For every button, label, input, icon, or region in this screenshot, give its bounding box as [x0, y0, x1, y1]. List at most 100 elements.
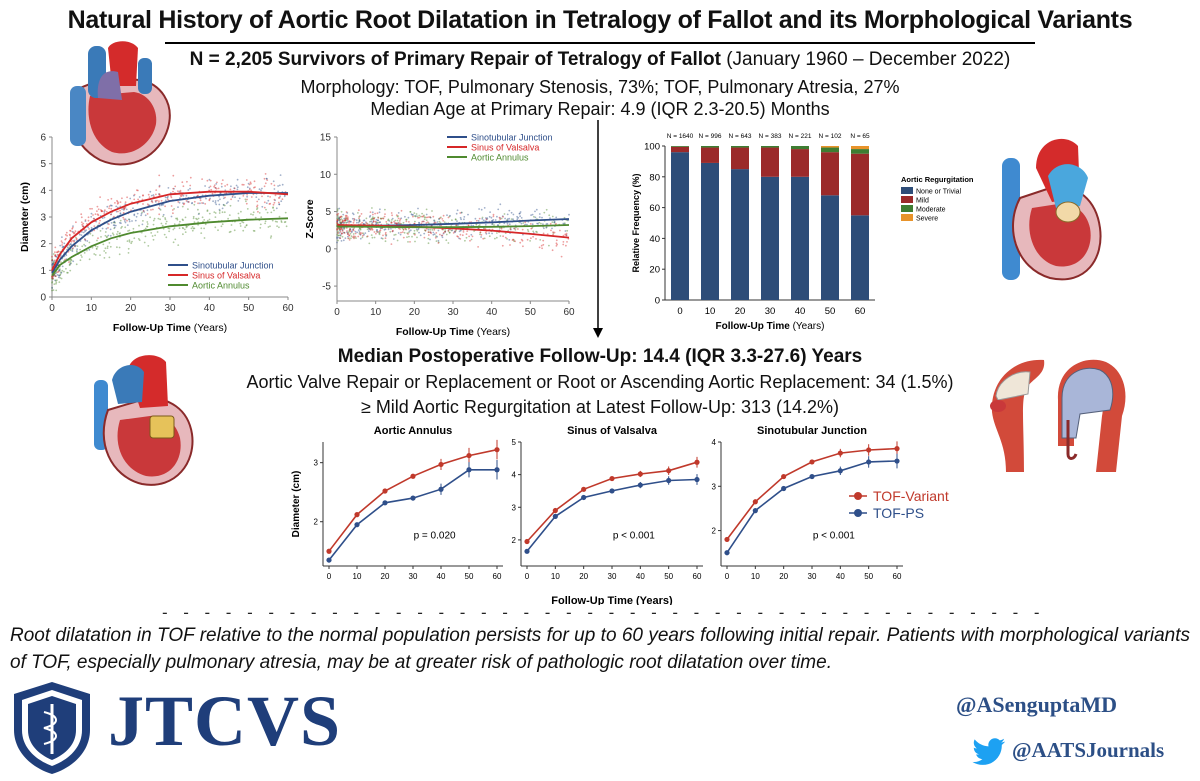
scatter-point	[342, 222, 345, 224]
scatter-point	[118, 253, 121, 256]
scatter-point	[146, 213, 149, 215]
scatter-point	[465, 236, 468, 239]
bar-segment-moderate	[791, 146, 809, 150]
scatter-point	[368, 216, 371, 218]
bar-n-label: N = 1640	[667, 133, 694, 140]
followup-value: : 14.4 (IQR 3.3-27.6) Years	[631, 346, 863, 367]
scatter-point	[347, 218, 349, 221]
scatter-point	[418, 231, 420, 234]
scatter-point	[231, 196, 234, 198]
scatter-point	[339, 228, 342, 231]
scatter-point	[265, 177, 268, 180]
scatter-point	[400, 217, 403, 220]
scatter-point	[68, 261, 70, 263]
scatter-point	[435, 232, 438, 234]
scatter-point	[248, 183, 251, 186]
scatter-point	[164, 199, 167, 202]
scatter-point	[444, 230, 447, 233]
scatter-point	[336, 222, 338, 224]
x-tick-label: 60	[855, 306, 866, 317]
scatter-point	[459, 216, 462, 219]
scatter-point	[453, 230, 456, 233]
scatter-point	[411, 214, 414, 216]
x-tick-label: 60	[493, 572, 502, 581]
scatter-point	[429, 216, 432, 219]
scatter-point	[521, 228, 524, 231]
scatter-point	[181, 194, 184, 196]
scatter-point	[197, 208, 199, 211]
scatter-point	[378, 211, 381, 214]
scatter-point	[160, 199, 163, 202]
scatter-point	[264, 182, 267, 185]
scatter-point	[338, 228, 341, 231]
scatter-point	[552, 232, 555, 234]
series-point-tof-ps	[438, 486, 444, 492]
journal-handle: @AATSJournals	[1012, 738, 1165, 762]
scatter-point	[65, 254, 68, 257]
scatter-point	[76, 251, 78, 253]
trend-line-aortic-annulus	[51, 217, 289, 277]
scatter-point	[204, 223, 207, 226]
scatter-point	[342, 219, 345, 222]
scatter-point	[174, 238, 177, 241]
scatter-point	[56, 279, 58, 281]
scatter-point	[53, 283, 56, 285]
scatter-point	[158, 193, 160, 195]
scatter-point	[432, 233, 435, 236]
scatter-point	[395, 222, 398, 225]
scatter-point	[506, 213, 509, 216]
scatter-point	[390, 221, 393, 224]
scatter-point	[119, 201, 122, 203]
scatter-point	[401, 231, 404, 233]
scatter-point	[371, 217, 373, 220]
scatter-point	[219, 198, 221, 201]
scatter-point	[95, 220, 98, 223]
scatter-point	[377, 221, 380, 224]
bar-segment-severe	[851, 146, 869, 150]
scatter-point	[387, 219, 389, 222]
scatter-point	[154, 234, 157, 237]
scatter-point	[482, 237, 485, 240]
scatter-point	[338, 232, 341, 234]
scatter-point	[54, 275, 57, 278]
scatter-point	[71, 227, 74, 230]
scatter-point	[160, 204, 163, 207]
scatter-point	[191, 202, 194, 204]
scatter-point	[477, 246, 479, 248]
scatter-point	[118, 246, 121, 249]
scatter-point	[371, 228, 374, 231]
scatter-point	[394, 219, 397, 222]
scatter-point	[336, 214, 339, 217]
scatter-point	[508, 223, 511, 226]
y-tick-label: 40	[649, 234, 660, 245]
scatter-point	[59, 277, 62, 279]
scatter-point	[101, 217, 104, 219]
y-tick-label: 5	[512, 438, 517, 447]
scatter-point	[257, 198, 260, 201]
scatter-point	[481, 218, 484, 220]
scatter-point	[353, 236, 356, 239]
scatter-point	[72, 247, 74, 249]
scatter-point	[230, 224, 233, 226]
scatter-point	[72, 260, 75, 263]
scatter-point	[336, 236, 338, 239]
scatter-point	[76, 248, 78, 251]
y-tick-label: 2	[40, 239, 46, 250]
scatter-point	[58, 274, 61, 277]
scatter-point	[438, 217, 441, 220]
scatter-point	[124, 201, 127, 204]
scatter-point	[529, 240, 531, 242]
legend-label: Sinus of Valsalva	[192, 271, 260, 281]
legend-swatch	[901, 196, 913, 203]
scatter-point	[75, 250, 78, 252]
scatter-point	[409, 229, 412, 232]
series-point-tof-variant	[494, 447, 500, 453]
scatter-point	[421, 220, 424, 223]
scatter-point	[352, 213, 355, 216]
scatter-point	[277, 190, 279, 193]
scatter-point	[428, 231, 430, 233]
scatter-point	[409, 211, 412, 213]
scatter-point	[278, 203, 281, 206]
scatter-point	[133, 214, 136, 217]
scatter-point	[117, 202, 120, 204]
